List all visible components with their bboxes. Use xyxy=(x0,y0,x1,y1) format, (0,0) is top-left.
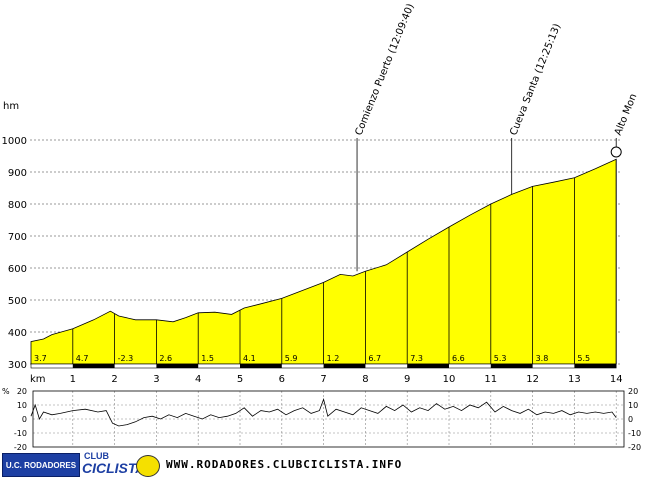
x-axis-tick-labels: 1 2 3 4 5 6 7 8 9 10 11 12 13 14 xyxy=(70,374,623,385)
clubciclista-logo: CLUB CICLISTA xyxy=(82,451,160,477)
gradient-left-tick-10: 10 xyxy=(17,401,27,410)
club-word: CLUB xyxy=(84,451,109,461)
gradient-y-label: % xyxy=(2,387,10,396)
gradient-right-tick-0: 0 xyxy=(628,415,633,424)
segment-gradient-label: 3.7 xyxy=(34,354,47,363)
y-tick-label-500: 500 xyxy=(8,296,27,307)
segment-gradient-labels: 3.7 4.7 -2.3 2.6 1.5 4.1 5.9 1.2 6.7 7.3 6.6 5.3 3.8… xyxy=(34,354,590,363)
x-tick-label-1: 1 xyxy=(70,374,76,385)
y-tick-label-300: 300 xyxy=(8,360,27,371)
club-logo-text: U.C. RODADORES xyxy=(5,460,77,470)
x-tick-label-4: 4 xyxy=(195,374,201,385)
segment-gradient-label: 5.3 xyxy=(494,354,507,363)
club-logo: U.C. RODADORES xyxy=(2,453,80,477)
gradient-right-tick-20: 20 xyxy=(628,387,638,396)
summit-flag-icon xyxy=(610,146,622,158)
segment-bar-km-1 xyxy=(72,364,115,368)
gradient-right-tick-10: 10 xyxy=(628,401,638,410)
segment-gradient-label: -2.3 xyxy=(118,354,134,363)
y-tick-label-700: 700 xyxy=(8,232,27,243)
segment-bar-km-5 xyxy=(240,364,282,368)
y-tick-label-600: 600 xyxy=(8,264,27,275)
segment-gradient-label: 7.3 xyxy=(410,354,423,363)
x-tick-label-14: 14 xyxy=(610,374,623,385)
segment-bar-km-7 xyxy=(323,364,366,368)
segment-gradient-label: 4.1 xyxy=(243,354,256,363)
segment-gradient-label: 4.7 xyxy=(76,354,89,363)
segment-gradient-label: 1.5 xyxy=(201,354,214,363)
gradient-left-tick-labels: -20 -10 0 10 20 xyxy=(14,387,27,452)
gradient-series-line xyxy=(30,398,617,427)
km-vertical-lines xyxy=(72,159,617,364)
segment-distance-bar xyxy=(30,363,617,369)
gradient-left-tick-0: 0 xyxy=(22,415,27,424)
gradient-right-tick--10: -10 xyxy=(628,429,641,438)
annotation-label-2: Alto Mon xyxy=(613,92,640,137)
ciclista-word: CICLISTA xyxy=(82,460,146,476)
segment-gradient-label: 5.5 xyxy=(577,354,590,363)
segment-bar-km-13 xyxy=(574,364,617,368)
segment-bar-km-9 xyxy=(407,364,449,368)
gradient-plot-frame xyxy=(32,390,625,448)
gradient-gridlines xyxy=(33,391,624,447)
annotation-label-1: Cueva Santa (12:25:13) xyxy=(508,22,563,137)
segment-gradient-label: 5.9 xyxy=(285,354,298,363)
x-tick-label-3: 3 xyxy=(153,374,159,385)
x-tick-label-7: 7 xyxy=(320,374,326,385)
segment-bar-km-3 xyxy=(156,364,199,368)
y-tick-label-800: 800 xyxy=(8,200,27,211)
segment-gradient-label: 3.8 xyxy=(536,354,549,363)
gradient-left-tick-20: 20 xyxy=(17,387,27,396)
gradient-left-tick--10: -10 xyxy=(14,429,27,438)
y-tick-label-1000: 1000 xyxy=(2,136,27,147)
x-tick-label-10: 10 xyxy=(443,374,456,385)
y-axis-tick-labels: 300 400 500 600 700 800 900 1000 xyxy=(2,136,27,371)
segment-gradient-label: 6.7 xyxy=(368,354,381,363)
x-tick-label-11: 11 xyxy=(484,374,497,385)
x-tick-label-6: 6 xyxy=(279,374,285,385)
segment-gradient-label: 1.2 xyxy=(327,354,340,363)
segment-bar-km-11 xyxy=(490,364,533,368)
annotation-label-0: Comienzo Puerto (12:09:40) xyxy=(354,2,417,137)
y-axis-unit-label: hm xyxy=(3,101,19,112)
y-tick-label-900: 900 xyxy=(8,168,27,179)
website-url: WWW.RODADORES.CLUBCICLISTA.INFO xyxy=(166,458,403,471)
x-axis-unit-label: km xyxy=(30,374,46,385)
gradient-right-tick--20: -20 xyxy=(628,443,641,452)
x-tick-label-8: 8 xyxy=(362,374,368,385)
x-tick-label-2: 2 xyxy=(111,374,117,385)
gradient-left-tick--20: -20 xyxy=(14,443,27,452)
segment-gradient-label: 2.6 xyxy=(159,354,172,363)
x-tick-label-12: 12 xyxy=(526,374,539,385)
x-tick-label-9: 9 xyxy=(404,374,410,385)
x-tick-label-13: 13 xyxy=(568,374,581,385)
x-tick-label-5: 5 xyxy=(237,374,243,385)
gradient-right-tick-labels: 20 10 0 -10 -20 xyxy=(628,387,641,452)
y-tick-label-400: 400 xyxy=(8,328,27,339)
bicycle-icon xyxy=(136,455,160,477)
segment-gradient-label: 6.6 xyxy=(452,354,465,363)
